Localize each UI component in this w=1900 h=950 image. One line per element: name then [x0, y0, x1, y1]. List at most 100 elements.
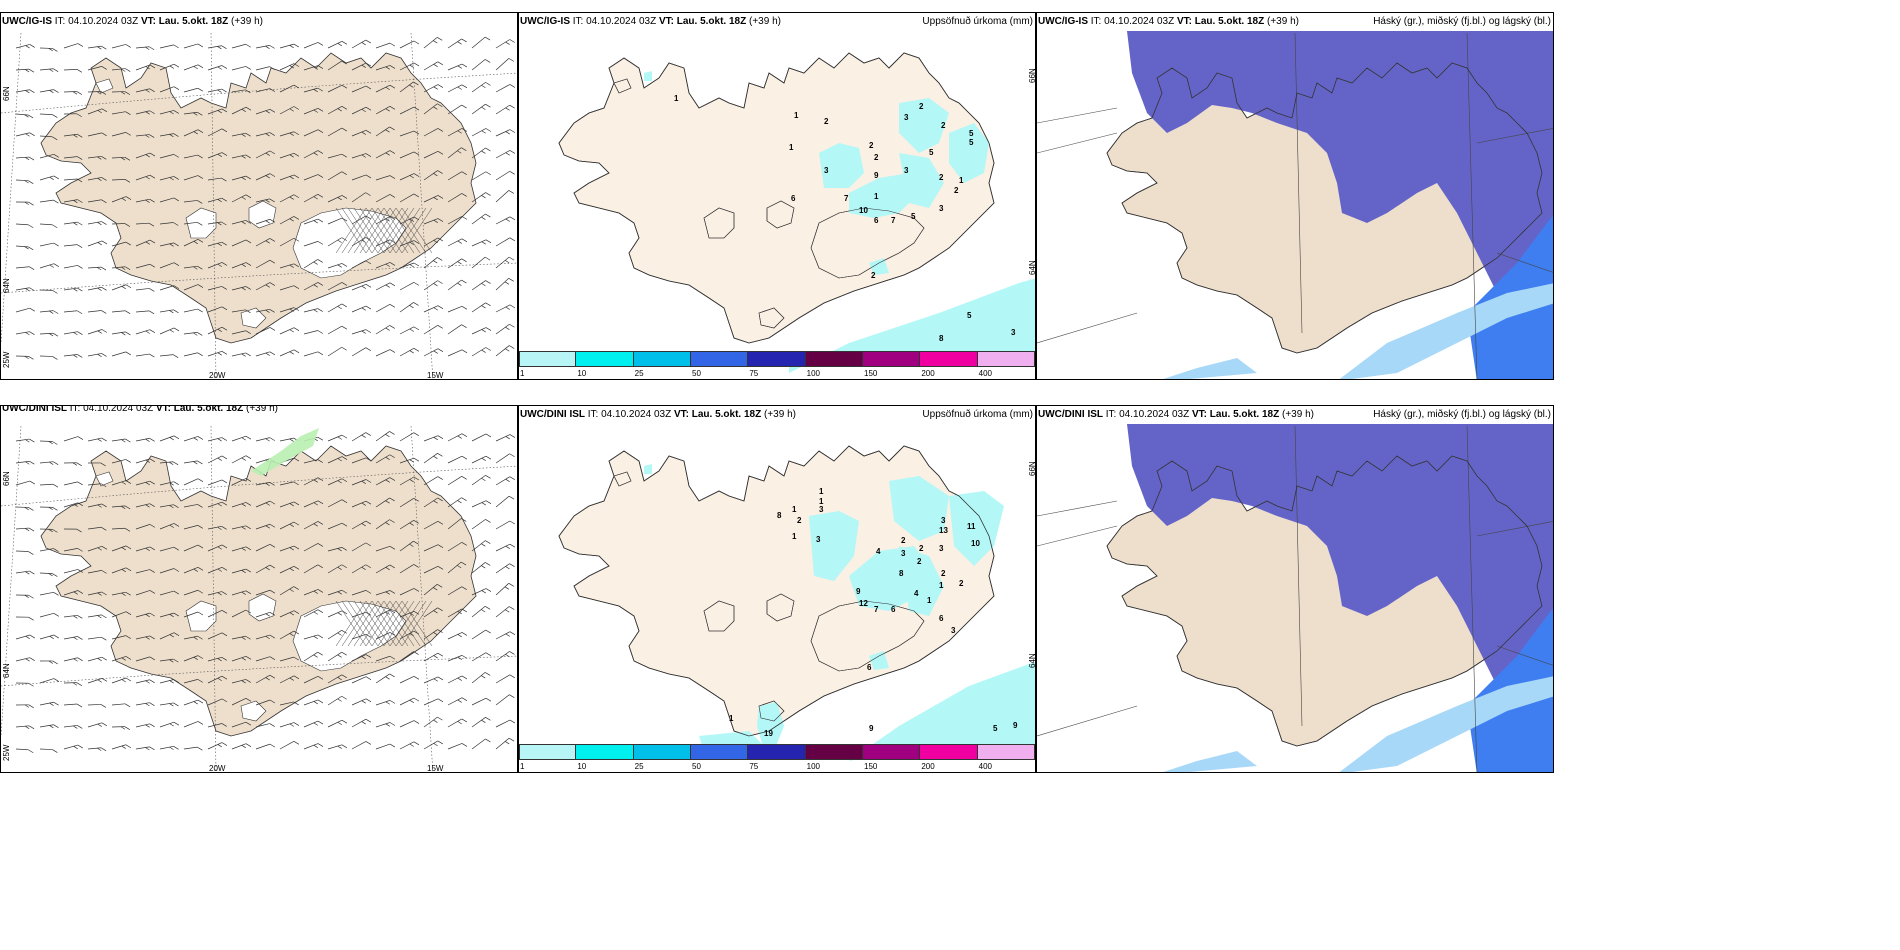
colorbar-label: 200	[921, 762, 935, 771]
colorbar-label: 400	[978, 762, 993, 771]
precip-value: 6	[867, 663, 872, 672]
precip-colorbar: 1 10 25 50 75 100 150 200 400	[519, 351, 1035, 379]
colorbar-label: 25	[634, 762, 644, 771]
panel-title: UWC/IG-IS IT: 04.10.2024 03Z VT: Lau. 5.…	[2, 16, 263, 27]
precip-value: 6	[791, 194, 796, 203]
colorbar-label: 10	[577, 762, 587, 771]
precip-value: 3	[941, 516, 946, 525]
lat-label-66n: 66N	[2, 471, 11, 486]
precip-value: 10	[859, 206, 868, 215]
precip-value: 9	[874, 171, 879, 180]
panel-title: UWC/DINI ISL IT: 04.10.2024 03Z VT: Lau.…	[520, 409, 796, 420]
colorbar-swatch	[805, 351, 863, 367]
precip-value: 1	[874, 192, 879, 201]
precip-value: 3	[904, 113, 909, 122]
colorbar-label: 100	[806, 369, 821, 378]
lat-label-64n: 64N	[1028, 653, 1036, 668]
colorbar-label: 1	[520, 369, 525, 378]
panel-clouds-dini: UWC/DINI ISL IT: 04.10.2024 03Z VT: Lau.…	[1036, 405, 1554, 773]
cloud-legend-title: Háský (gr.), miðský (fj.bl.) og lágský (…	[1373, 409, 1551, 420]
precip-value: 2	[871, 271, 876, 280]
precip-legend-title: Uppsöfnuð úrkoma (mm)	[922, 16, 1033, 27]
precip-value: 5	[967, 311, 972, 320]
precip-value: 2	[797, 516, 802, 525]
cloud-legend-title: Háský (gr.), miðský (fj.bl.) og lágský (…	[1373, 16, 1551, 27]
precip-value: 2	[917, 557, 922, 566]
precip-value: 6	[939, 614, 944, 623]
precip-value: 7	[874, 605, 879, 614]
colorbar-swatch	[576, 351, 634, 367]
colorbar-swatch	[633, 744, 691, 760]
colorbar-swatch	[633, 351, 691, 367]
precip-value: 3	[816, 535, 821, 544]
panel-title: UWC/IG-IS IT: 04.10.2024 03Z VT: Lau. 5.…	[520, 16, 781, 27]
colorbar-label: 400	[978, 369, 993, 378]
precip-value: 6	[891, 605, 896, 614]
precip-value: 2	[941, 569, 946, 578]
precip-legend-title: Uppsöfnuð úrkoma (mm)	[922, 409, 1033, 420]
colorbar-swatch	[748, 351, 806, 367]
lat-label-66n: 66N	[2, 86, 11, 101]
precip-value: 3	[951, 626, 956, 635]
precip-value: 5	[993, 724, 998, 733]
precip-value: 5	[911, 212, 916, 221]
lon-label-25w: 25W	[2, 744, 11, 761]
precip-value: 9	[856, 587, 861, 596]
precip-value: 2	[939, 173, 944, 182]
colorbar-swatch	[691, 351, 749, 367]
lon-label-15w: 15W	[427, 764, 444, 773]
panel-wind-igis: UWC/IG-IS IT: 04.10.2024 03Z VT: Lau. 5.…	[0, 12, 518, 380]
precip-value: 3	[901, 549, 906, 558]
precip-value: 3	[904, 166, 909, 175]
colorbar-swatch	[748, 744, 806, 760]
precip-value: 10	[971, 539, 980, 548]
lat-label-64n: 64N	[2, 278, 11, 293]
precip-value: 6	[874, 216, 879, 225]
precip-value: 3	[1011, 328, 1016, 337]
wind-map	[1, 425, 517, 772]
panel-title: UWC/DINI ISL IT: 04.10.2024 03Z VT: Lau.…	[2, 405, 278, 414]
precip-value: 1	[789, 143, 794, 152]
colorbar-swatch	[576, 744, 634, 760]
precip-value: 4	[876, 547, 881, 556]
precip-value: 1	[729, 714, 734, 723]
panel-title: UWC/DINI ISL IT: 04.10.2024 03Z VT: Lau.…	[1038, 409, 1314, 420]
lat-label-66n: 66N	[1028, 68, 1036, 83]
colorbar-swatch	[519, 351, 577, 367]
panel-precip-igis: UWC/IG-IS IT: 04.10.2024 03Z VT: Lau. 5.…	[518, 12, 1036, 380]
precip-colorbar: 1 10 25 50 75 100 150 200 400	[519, 744, 1035, 772]
precip-value: 12	[859, 599, 868, 608]
precip-value: 11	[967, 522, 976, 531]
colorbar-label: 50	[692, 762, 701, 771]
precip-value: 9	[869, 724, 874, 733]
colorbar-label: 10	[577, 369, 587, 378]
precip-value: 5	[929, 148, 934, 157]
colorbar-frame	[519, 744, 1035, 760]
precip-value: 9	[1013, 721, 1018, 730]
colorbar-swatch	[920, 744, 978, 760]
precip-value: 8	[899, 569, 904, 578]
panel-title: UWC/IG-IS IT: 04.10.2024 03Z VT: Lau. 5.…	[1038, 16, 1299, 27]
precip-value: 4	[914, 589, 919, 598]
colorbar-swatch	[805, 744, 863, 760]
precip-value: 7	[844, 194, 849, 203]
colorbar-label: 150	[864, 369, 878, 378]
lon-label-25w: 25W	[2, 351, 11, 368]
precip-value: 1	[939, 581, 944, 590]
precip-value: 5	[969, 129, 974, 138]
precip-value: 19	[764, 729, 773, 738]
colorbar-swatch	[863, 351, 921, 367]
cloud-map	[1037, 31, 1553, 379]
precip-value: 3	[824, 166, 829, 175]
precip-value: 2	[874, 153, 879, 162]
lat-label-66n: 66N	[1028, 461, 1036, 476]
precip-value: 1	[792, 532, 797, 541]
precip-value: 2	[959, 579, 964, 588]
colorbar-label: 150	[864, 762, 878, 771]
colorbar-swatch	[519, 744, 577, 760]
colorbar-frame	[519, 351, 1035, 367]
colorbar-label: 1	[520, 762, 525, 771]
colorbar-swatch	[863, 744, 921, 760]
